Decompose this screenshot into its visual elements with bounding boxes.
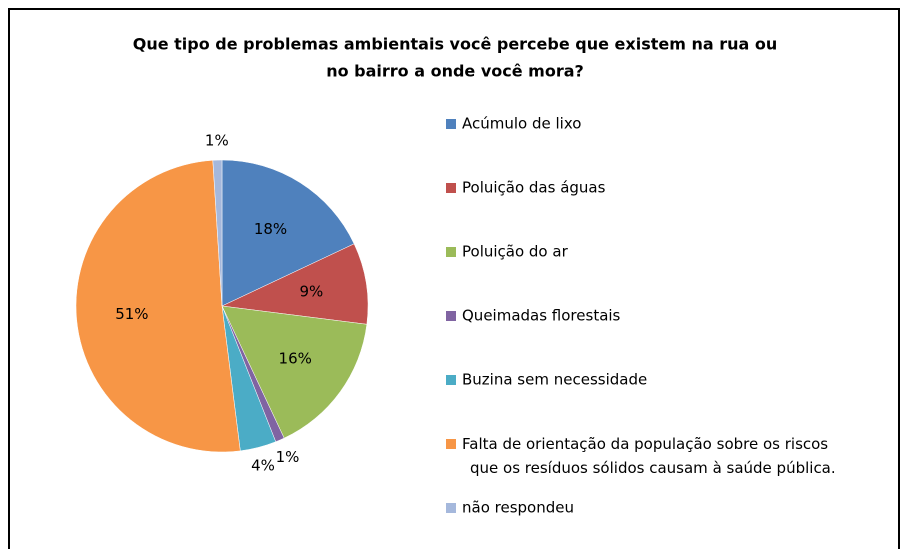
legend-swatch [446,311,456,321]
legend-swatch [446,247,456,257]
legend-label: Poluição das águas [462,179,606,197]
chart-title: Que tipo de problemas ambientais você pe… [133,35,778,54]
legend-swatch [446,375,456,385]
legend-label: Falta de orientação da população sobre o… [462,435,836,477]
legend-label: Queimadas florestais [462,307,621,325]
data-label: 18% [254,220,287,238]
legend-label: Acúmulo de lixo [462,115,581,133]
chart-title: no bairro a onde você mora? [326,62,584,81]
data-label: 4% [251,456,275,474]
data-label: 1% [276,448,300,466]
pie-slice [221,159,355,307]
pie-slice [221,305,368,439]
legend-swatch [446,183,456,193]
legend-label: não respondeu [462,499,574,517]
legend-label: Buzina sem necessidade [462,371,647,389]
pie-slice [221,243,369,325]
data-label: 16% [279,350,312,368]
legend-swatch [446,119,456,129]
legend-swatch [446,503,456,513]
data-label: 9% [300,282,324,300]
legend-swatch [446,439,456,449]
data-label: 1% [205,132,229,150]
pie-slice [212,159,223,307]
legend-label: Poluição do ar [462,243,569,261]
data-label: 51% [115,305,148,323]
pie-slice [75,160,241,453]
